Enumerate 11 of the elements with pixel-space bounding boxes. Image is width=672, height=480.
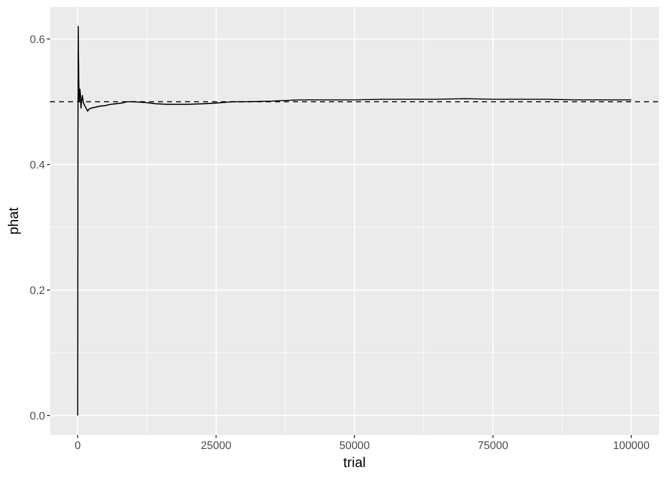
x-tick-label: 50000 <box>339 440 370 452</box>
y-tick-label: 0.0 <box>30 410 45 423</box>
x-axis-title: trial <box>343 454 366 470</box>
x-tick-label: 75000 <box>478 440 508 452</box>
x-tick-label: 0 <box>74 440 81 452</box>
y-tick-label: 0.4 <box>30 160 45 172</box>
x-tick-label: 25000 <box>200 440 232 452</box>
y-axis-title: phat <box>5 207 21 235</box>
y-tick-label: 0.6 <box>30 34 45 46</box>
x-tick-label: 100000 <box>612 440 650 452</box>
y-tick-label: 0.2 <box>30 285 45 298</box>
